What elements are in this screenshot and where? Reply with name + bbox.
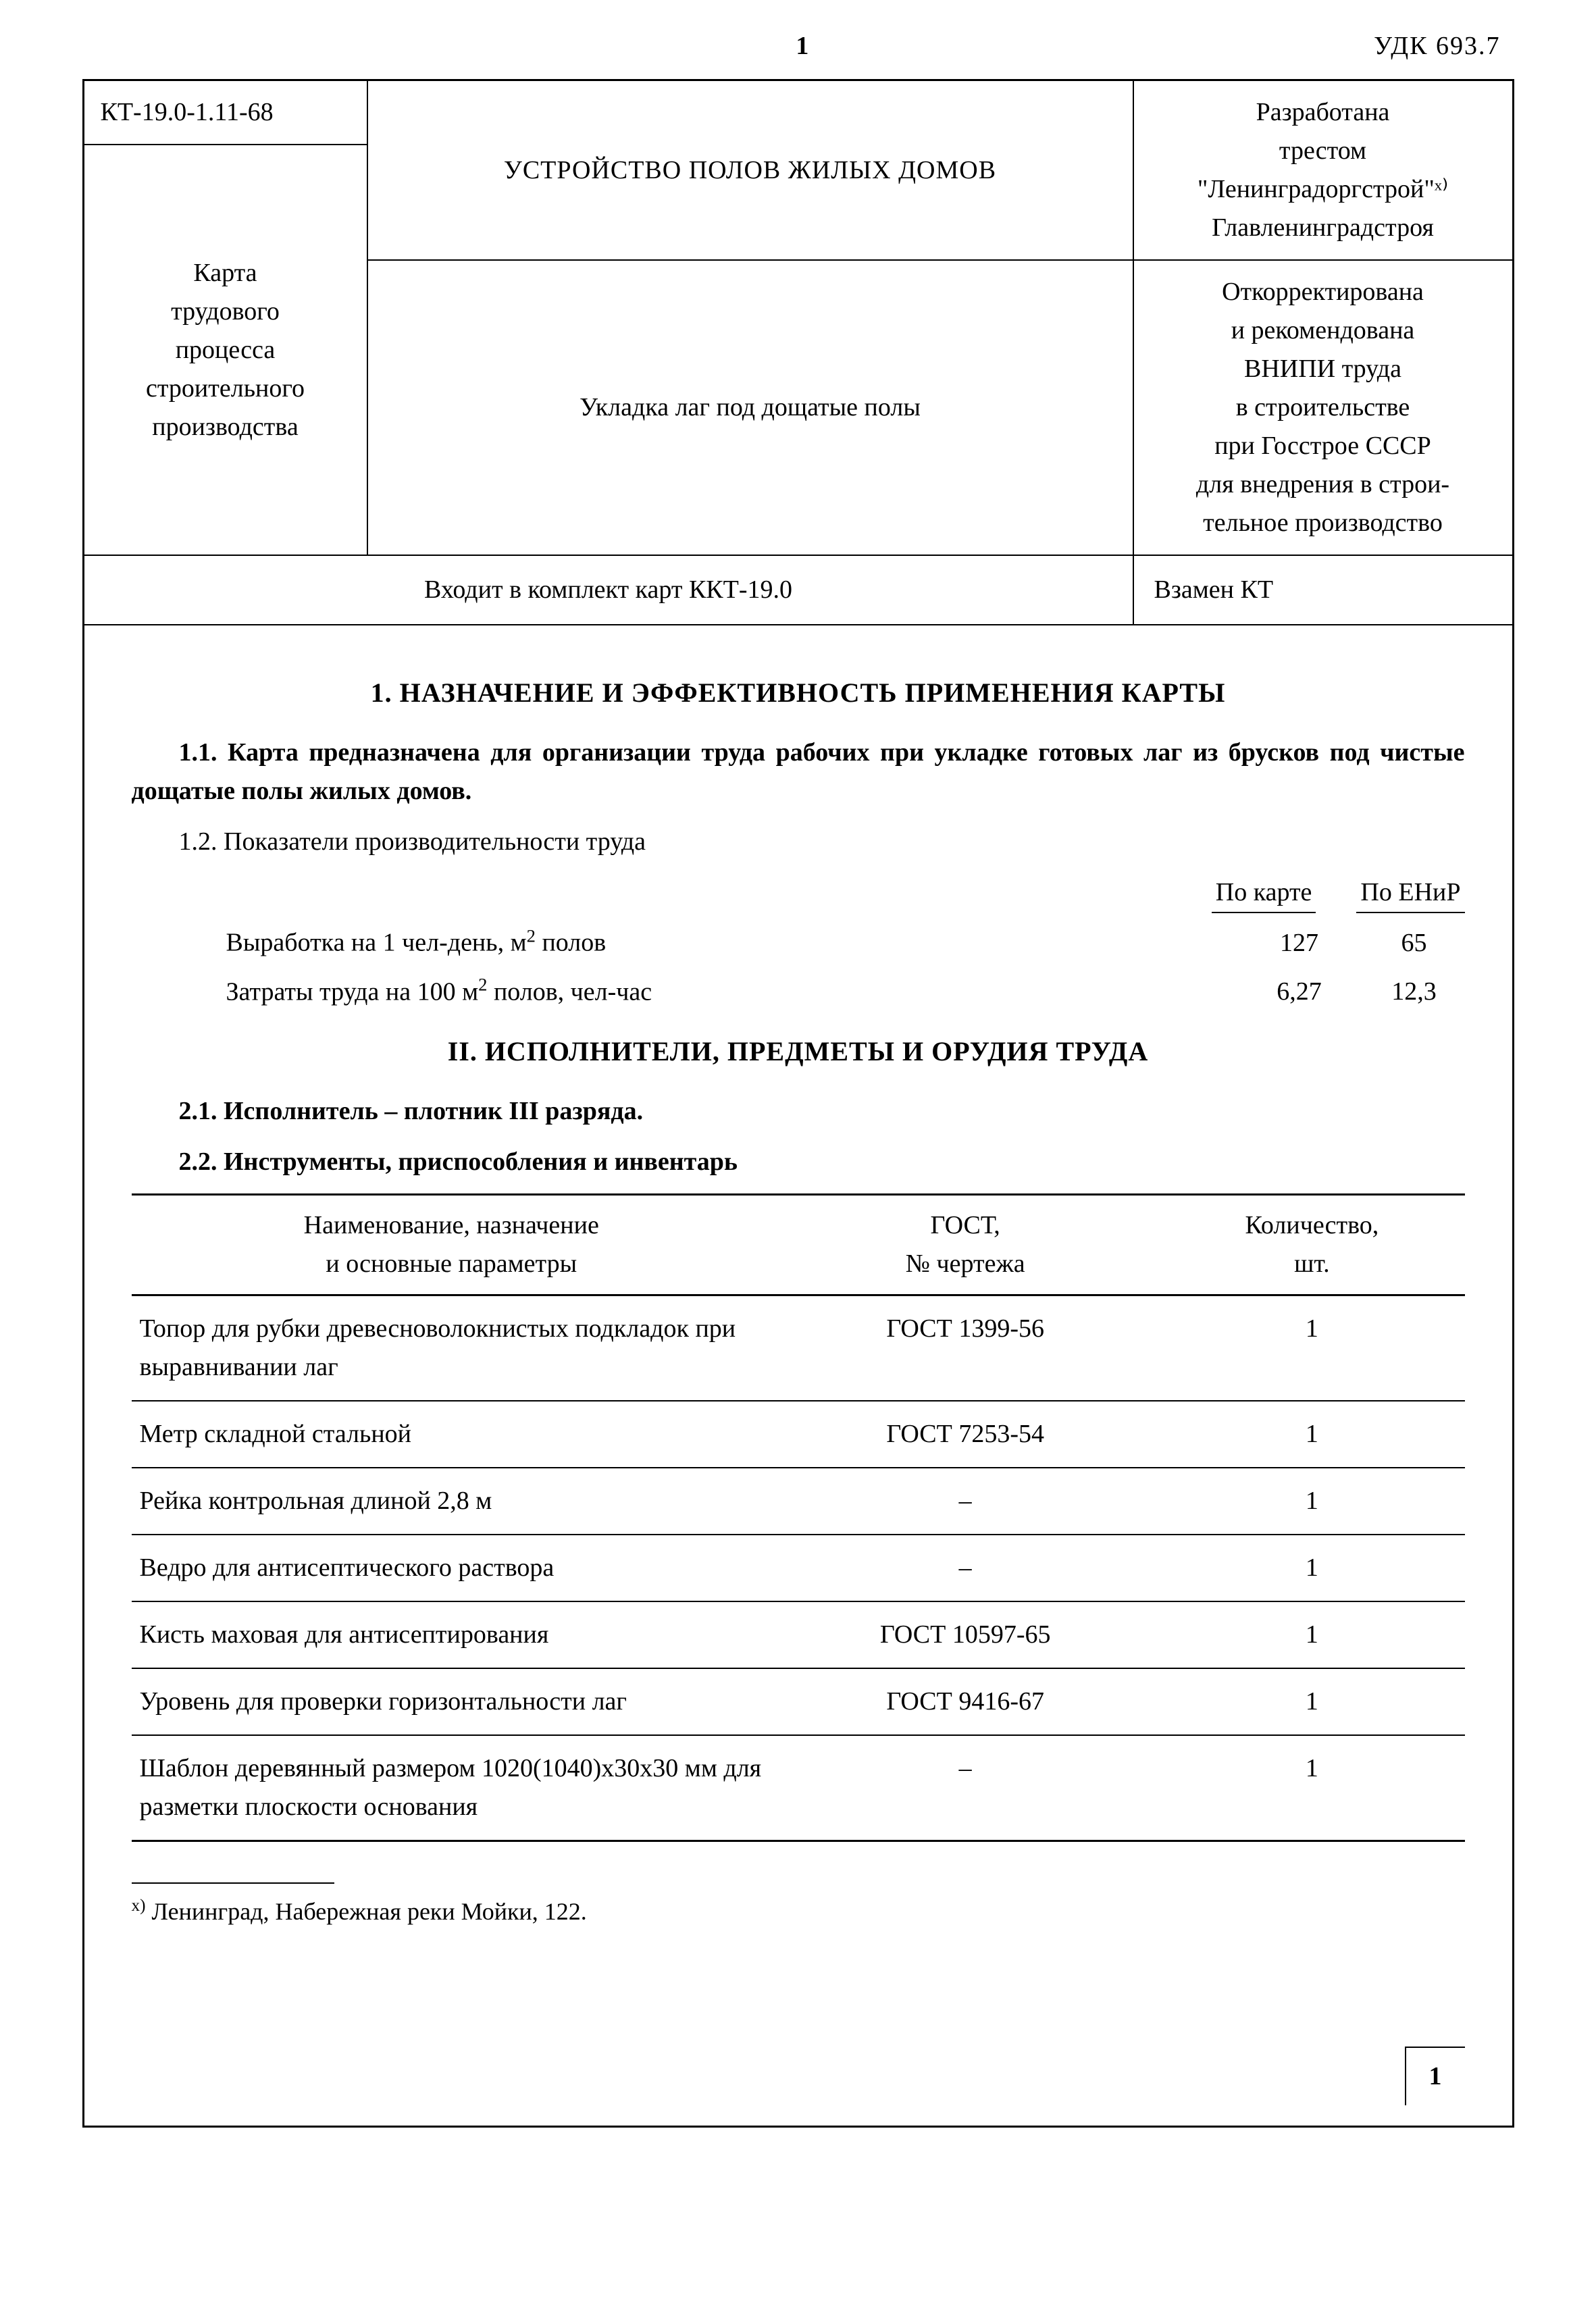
prod-value-enir: 65 <box>1364 924 1465 962</box>
prod-row-label: Выработка на 1 чел-день, м2 полов <box>226 923 1235 962</box>
prod-value-enir: 12,3 <box>1364 973 1465 1011</box>
tool-qty: 1 <box>1159 1601 1464 1668</box>
table-row: Ведро для антисептического раствора–1 <box>132 1535 1465 1601</box>
page-number-box-wrap: 1 <box>132 2024 1465 2105</box>
prod-col-1: По карте <box>1212 873 1316 913</box>
section-1-heading: 1. НАЗНАЧЕНИЕ И ЭФФЕКТИВНОСТЬ ПРИМЕНЕНИЯ… <box>132 673 1465 713</box>
header-grid: КТ-19.0-1.11-68 УСТРОЙСТВО ПОЛОВ ЖИЛЫХ Д… <box>84 81 1512 556</box>
tool-gost: ГОСТ 10597-65 <box>771 1601 1159 1668</box>
prod-row-label: Затраты труда на 100 м2 полов, чел-час <box>226 972 1235 1012</box>
tool-name: Топор для рубки древесноволокнистых подк… <box>132 1295 772 1402</box>
section-2-heading: II. ИСПОЛНИТЕЛИ, ПРЕДМЕТЫ И ОРУДИЯ ТРУДА <box>132 1031 1465 1072</box>
replaces-note: Взамен КТ <box>1134 556 1512 624</box>
paragraph-2-1: 2.1. Исполнитель – плотник III разряда. <box>132 1092 1465 1131</box>
tool-name: Уровень для проверки горизонтальности ла… <box>132 1668 772 1735</box>
body: 1. НАЗНАЧЕНИЕ И ЭФФЕКТИВНОСТЬ ПРИМЕНЕНИЯ… <box>84 625 1512 2126</box>
tools-table: Наименование, назначениеи основные парам… <box>132 1193 1465 1842</box>
udk-code: УДК 693.7 <box>1374 27 1500 66</box>
table-row: Уровень для проверки горизонтальности ла… <box>132 1668 1465 1735</box>
tool-qty: 1 <box>1159 1735 1464 1841</box>
tool-name: Ведро для антисептического раствора <box>132 1535 772 1601</box>
footnote: х) Ленинград, Набережная реки Мойки, 122… <box>132 1893 1465 1930</box>
tool-qty: 1 <box>1159 1401 1464 1468</box>
tool-qty: 1 <box>1159 1468 1464 1535</box>
document-page: 1 УДК 693.7 КТ-19.0-1.11-68 УСТРОЙСТВО П… <box>55 27 1541 2128</box>
prod-value-card: 6,27 <box>1235 973 1364 1011</box>
tool-name: Метр складной стальной <box>132 1401 772 1468</box>
prod-col-2: По ЕНиР <box>1356 873 1464 913</box>
footnote-separator <box>132 1882 334 1884</box>
tool-name: Кисть маховая для антисептирования <box>132 1601 772 1668</box>
footnote-marker: х) <box>132 1897 146 1915</box>
paragraph-1-1: 1.1. Карта предназначена для организации… <box>132 734 1465 811</box>
table-row: Метр складной стальнойГОСТ 7253-541 <box>132 1401 1465 1468</box>
prod-row: Затраты труда на 100 м2 полов, чел-час6,… <box>226 972 1465 1012</box>
paragraph-1-2-label: 1.2. Показатели производительности труда <box>132 823 1465 861</box>
set-note: Входит в комплект карт ККТ-19.0 <box>84 556 1134 624</box>
tool-qty: 1 <box>1159 1668 1464 1735</box>
tool-gost: – <box>771 1468 1159 1535</box>
table-row: Рейка контрольная длиной 2,8 м–1 <box>132 1468 1465 1535</box>
document-title: УСТРОЙСТВО ПОЛОВ ЖИЛЫХ ДОМОВ <box>368 81 1134 261</box>
table-row: Топор для рубки древесноволокнистых подк… <box>132 1295 1465 1402</box>
footnote-text: Ленинград, Набережная реки Мойки, 122. <box>151 1898 586 1925</box>
corrected-by: Откорректированаи рекомендованаВНИПИ тру… <box>1134 261 1512 555</box>
paragraph-2-2: 2.2. Инструменты, приспособления и инвен… <box>132 1143 1465 1181</box>
tool-gost: ГОСТ 7253-54 <box>771 1401 1159 1468</box>
developed-by: Разработанатрестом"Ленинградоргстрой"ˣ⁾Г… <box>1134 81 1512 261</box>
table-row: Кисть маховая для антисептированияГОСТ 1… <box>132 1601 1465 1668</box>
prod-row: Выработка на 1 чел-день, м2 полов12765 <box>226 923 1465 962</box>
tools-th-gost: ГОСТ,№ чертежа <box>771 1195 1159 1295</box>
card-caption: Картатрудовогопроцессастроительногопроиз… <box>84 145 368 555</box>
tool-qty: 1 <box>1159 1295 1464 1402</box>
tool-qty: 1 <box>1159 1535 1464 1601</box>
document-subtitle: Укладка лаг под дощатые полы <box>368 261 1134 555</box>
table-row: Шаблон деревянный размером 1020(1040)х30… <box>132 1735 1465 1841</box>
tools-th-qty: Количество,шт. <box>1159 1195 1464 1295</box>
top-line: 1 УДК 693.7 <box>55 27 1541 79</box>
header-row-2: Входит в комплект карт ККТ-19.0 Взамен К… <box>84 556 1512 625</box>
page-number-top: 1 <box>231 27 1374 66</box>
page-number-bottom: 1 <box>1405 2047 1465 2105</box>
prod-value-card: 127 <box>1235 924 1364 962</box>
tool-gost: – <box>771 1735 1159 1841</box>
tools-th-name: Наименование, назначениеи основные парам… <box>132 1195 772 1295</box>
document-code: КТ-19.0-1.11-68 <box>84 81 368 145</box>
productivity-table: По карте По ЕНиР Выработка на 1 чел-день… <box>226 873 1465 1011</box>
tool-gost: ГОСТ 1399-56 <box>771 1295 1159 1402</box>
tool-name: Шаблон деревянный размером 1020(1040)х30… <box>132 1735 772 1841</box>
tool-gost: ГОСТ 9416-67 <box>771 1668 1159 1735</box>
outer-frame: КТ-19.0-1.11-68 УСТРОЙСТВО ПОЛОВ ЖИЛЫХ Д… <box>82 79 1514 2128</box>
tool-name: Рейка контрольная длиной 2,8 м <box>132 1468 772 1535</box>
tool-gost: – <box>771 1535 1159 1601</box>
